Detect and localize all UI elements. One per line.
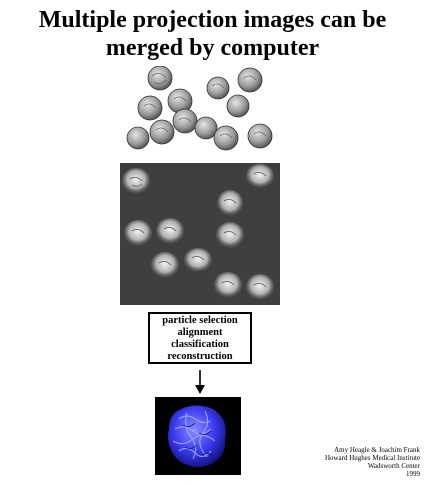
down-arrow-icon (195, 370, 205, 394)
title-line-2: merged by computer (105, 35, 320, 61)
credits: Amy Heagle & Joachim Frank Howard Hughes… (270, 446, 420, 478)
processing-steps-box: particle selection alignment classificat… (148, 312, 252, 364)
step-alignment: alignment (177, 327, 223, 338)
title-line-1: Multiple projection images can be (38, 7, 387, 33)
step-classification: classification (171, 339, 229, 350)
credit-year: 1999 (406, 470, 420, 478)
3d-reconstruction-image (155, 397, 241, 475)
particle-models-image (126, 66, 273, 151)
credit-authors: Amy Heagle & Joachim Frank (334, 446, 420, 454)
electron-micrograph-image (120, 163, 280, 305)
credit-center: Wadsworth Center (367, 462, 420, 470)
step-reconstruction: reconstruction (167, 351, 233, 362)
credit-institute: Howard Hughes Medical Institute (324, 454, 420, 462)
step-particle-selection: particle selection (162, 315, 238, 326)
